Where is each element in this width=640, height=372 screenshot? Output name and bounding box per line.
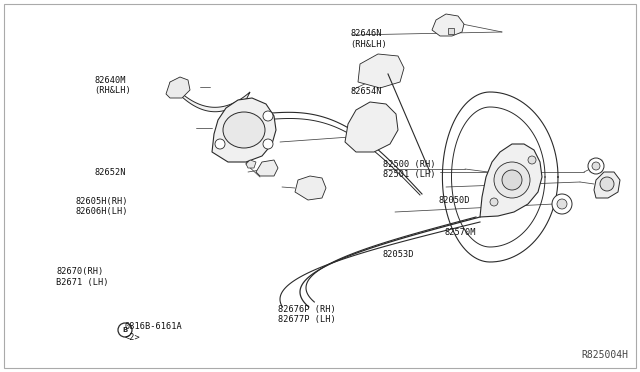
Polygon shape [358,54,404,88]
Text: 82570M: 82570M [445,228,476,237]
Polygon shape [345,102,398,152]
Polygon shape [480,144,542,217]
Polygon shape [258,116,272,126]
Polygon shape [448,28,454,34]
Circle shape [263,111,273,121]
Text: 82654N: 82654N [351,87,382,96]
Circle shape [490,198,498,206]
Text: B: B [122,327,127,333]
Polygon shape [170,82,250,112]
Polygon shape [212,98,276,162]
Polygon shape [242,102,266,124]
Circle shape [118,323,132,337]
Circle shape [494,162,530,198]
Text: 82500 (RH)
82501 (LH): 82500 (RH) 82501 (LH) [383,160,435,179]
Text: 82676P (RH)
82677P (LH): 82676P (RH) 82677P (LH) [278,305,336,324]
Polygon shape [594,172,620,198]
Text: 82050D: 82050D [438,196,470,205]
Circle shape [215,139,225,149]
Text: R825004H: R825004H [581,350,628,360]
Text: 82652N: 82652N [95,169,126,177]
Text: 82670(RH)
B2671 (LH): 82670(RH) B2671 (LH) [56,267,109,287]
Circle shape [557,199,567,209]
Circle shape [592,162,600,170]
Circle shape [600,177,614,191]
Polygon shape [295,176,326,200]
Circle shape [502,170,522,190]
Text: 82605H(RH)
82606H(LH): 82605H(RH) 82606H(LH) [76,197,128,216]
Polygon shape [432,14,464,36]
Polygon shape [256,160,278,176]
Polygon shape [166,77,190,98]
Text: 0816B-6161A
<2>: 0816B-6161A <2> [125,322,182,341]
Text: 82646N
(RH&LH): 82646N (RH&LH) [351,29,387,49]
Ellipse shape [223,112,265,148]
Text: 82640M
(RH&LH): 82640M (RH&LH) [95,76,131,95]
Circle shape [552,194,572,214]
Circle shape [263,139,273,149]
Text: 82053D: 82053D [383,250,414,259]
Circle shape [588,158,604,174]
Polygon shape [246,160,256,168]
Circle shape [528,156,536,164]
